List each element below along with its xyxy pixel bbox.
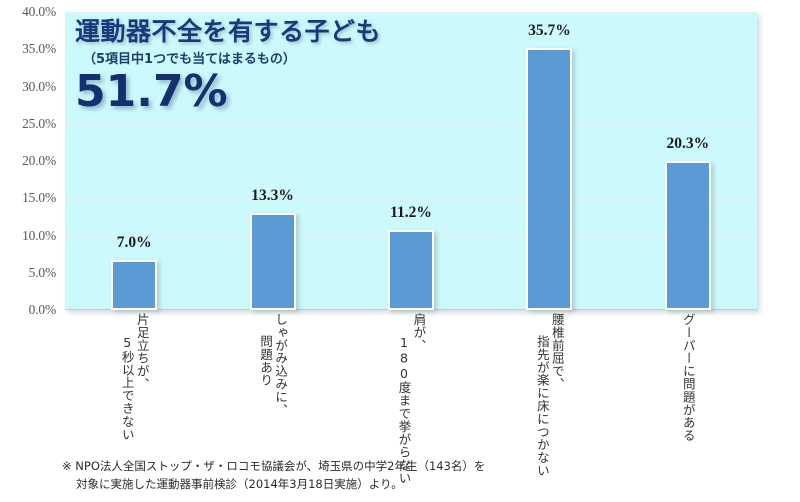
gridline xyxy=(65,49,757,51)
x-axis-label-col-2: 指先が楽に床につかない xyxy=(534,335,550,477)
x-axis-label: しゃがみ込みに、 問題あり xyxy=(258,313,289,453)
x-axis-label-col-1: 肩が、 xyxy=(411,313,427,352)
footnote: ※ NPO法人全国ストップ・ザ・ロコモ協議会が、埼玉県の中学2年生（143名）を… xyxy=(62,458,762,494)
gridline xyxy=(65,198,757,200)
y-axis: 0.0% 5.0% 10.0% 15.0% 20.0% 25.0% 30.0% 35.0% 40… xyxy=(0,4,62,317)
gridline xyxy=(65,12,757,13)
y-axis-tick-label: 10.0% xyxy=(22,227,56,243)
chart-title: 運動器不全を有する子ども xyxy=(75,17,382,46)
y-axis-tick-label: 40.0% xyxy=(22,4,56,19)
x-axis-label: グーパーに問題がある xyxy=(680,313,696,453)
gridline xyxy=(65,161,757,162)
y-axis-tick-label: 15.0% xyxy=(22,190,56,206)
headline-value: 51.7% xyxy=(75,66,228,117)
bar xyxy=(388,229,434,310)
y-axis-tick-label: 5.0% xyxy=(28,264,57,280)
y-axis-tick-label: 35.0% xyxy=(22,41,56,57)
footnote-line-1: ※ NPO法人全国ストップ・ザ・ロコモ協議会が、埼玉県の中学2年生（143名）を xyxy=(62,459,486,473)
bar xyxy=(249,213,296,310)
plot-area: 7.0% 13.3% 11.2% 35.7% 20.3% xyxy=(65,12,757,310)
x-axis-label-col-2: 問題あり xyxy=(258,335,274,387)
x-axis-label: 腰椎前屈で、 指先が楽に床につかない xyxy=(535,313,565,477)
bar-value-label: 13.3% xyxy=(251,187,294,205)
x-axis-labels: 片足立ちが、 5秒以上できない しゃがみ込みに、 問題あり 肩が、 180度まで挙がらない… xyxy=(65,313,757,484)
x-axis-label-col-1: グーパーに問題がある xyxy=(680,313,696,442)
bar-value-label: 7.0% xyxy=(116,234,152,252)
gridline xyxy=(65,86,757,88)
chart-subtitle: （5項目中1つでも当てはまるもの） xyxy=(83,52,296,67)
x-axis-label-col-2: 180度まで挙がらない xyxy=(396,335,412,485)
x-axis-label-col-1: 片足立ちが、 xyxy=(134,313,150,391)
x-axis-label: 肩が、 180度まで挙がらない xyxy=(397,313,427,484)
headline-overlay: 運動器不全を有する子ども （5項目中1つでも当てはまるもの） 51.7% xyxy=(75,18,495,115)
bar xyxy=(664,161,711,310)
bar-value-label: 20.3% xyxy=(666,135,710,152)
x-axis-label-col-1: 腰椎前屈で、 xyxy=(549,313,565,391)
bar-value-label: 35.7% xyxy=(528,21,571,39)
bar-value-label: 11.2% xyxy=(390,203,432,221)
y-axis-tick-label: 0.0% xyxy=(28,302,57,317)
gridline xyxy=(65,123,757,125)
footnote-line-2: 対象に実施した運動器事前検診（2014年3月18日実施）より。 xyxy=(76,476,403,491)
x-axis-label-col-2: 5秒以上できない xyxy=(119,335,135,441)
x-axis-label-col-1: しゃがみ込みに、 xyxy=(273,313,289,417)
y-axis-tick-label: 20.0% xyxy=(22,153,56,168)
y-axis-tick-label: 25.0% xyxy=(22,115,56,131)
x-axis-label: 片足立ちが、 5秒以上できない xyxy=(119,313,150,453)
y-axis-tick-label: 30.0% xyxy=(22,78,56,94)
bar xyxy=(111,260,158,310)
bar xyxy=(526,47,573,310)
